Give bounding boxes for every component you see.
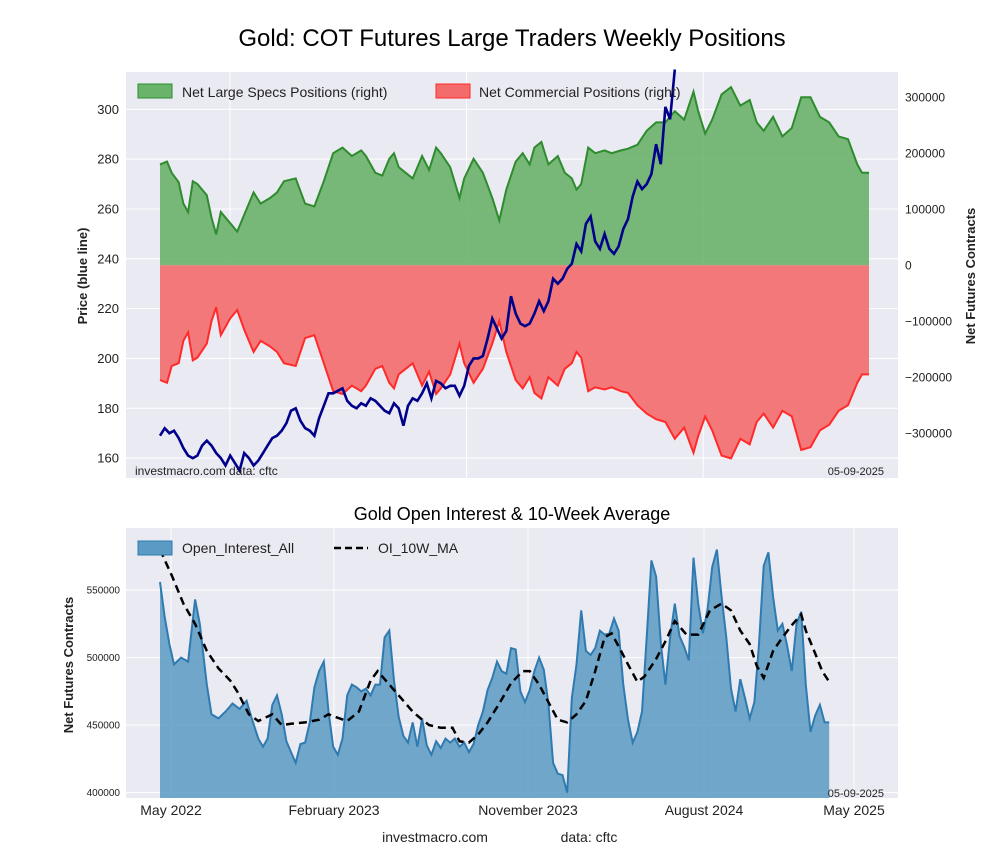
legend-swatch-open-interest [137,540,173,556]
price-tick-label: 240 [97,251,119,266]
date-tick-label: May 2022 [140,802,202,818]
price-tick-label: 180 [97,401,119,416]
legend-label-ma: OI_10W_MA [378,540,459,556]
open-interest-tick-label: 450000 [87,721,121,732]
figure-title: Gold: COT Futures Large Traders Weekly P… [238,25,785,52]
legend-swatch-commercial [435,83,471,99]
price-panel-date-note: 05-09-2025 [828,466,884,478]
open-interest-x-ticks: May 2022 February 2023 November 2023 August… [140,802,885,818]
open-interest-line-series [159,549,830,793]
commercial-line-series [159,306,869,460]
footer-site: investmacro.com [382,829,488,845]
price-tick-label: 220 [97,301,119,316]
open-interest-date-note: 05-09-2025 [828,788,884,800]
specs-area-series [160,87,869,266]
net-contracts-tick-label: 100000 [905,203,945,217]
price-panel-source-note: investmacro.com data: cftc [135,464,278,478]
net-contracts-tick-label: 200000 [905,147,945,161]
net-contracts-tick-label: −100000 [905,315,952,329]
date-tick-label: November 2023 [478,802,578,818]
price-tick-label: 160 [97,451,119,466]
price-axis-label: Price (blue line) [75,228,90,325]
net-contracts-tick-label: 300000 [905,91,945,105]
legend-swatch-specs [137,83,173,99]
date-tick-label: February 2023 [288,802,379,818]
date-tick-label: May 2025 [823,802,885,818]
net-contracts-tick-label: −200000 [905,371,952,385]
specs-line-series [159,85,869,235]
legend-label-commercial: Net Commercial Positions (right) [479,84,681,100]
open-interest-y-ticks: 400000 450000 500000 550000 [87,586,121,800]
price-tick-label: 260 [97,201,119,216]
price-tick-label: 280 [97,152,119,167]
legend-label-specs: Net Large Specs Positions (right) [182,84,387,100]
open-interest-tick-label: 400000 [87,788,121,799]
net-contracts-axis-label: Net Futures Contracts [963,208,978,345]
net-contracts-tick-label: 0 [905,259,912,273]
price-tick-label: 200 [97,351,119,366]
open-interest-area-series [160,549,830,798]
net-contracts-axis-ticks: −300000 −200000 −100000 0 100000 200000 300000 [905,91,952,441]
open-interest-tick-label: 550000 [87,586,121,597]
open-interest-tick-label: 500000 [87,653,121,664]
commercial-area-series [160,265,869,459]
net-contracts-tick-label: −300000 [905,427,952,441]
price-legend: Net Large Specs Positions (right) Net Co… [137,83,681,100]
open-interest-title: Gold Open Interest & 10-Week Average [354,504,671,524]
price-line-series [158,69,677,474]
legend-label-open-interest: Open_Interest_All [182,540,294,556]
footer-data: data: cftc [561,829,618,845]
date-tick-label: August 2024 [665,802,744,818]
open-interest-axis-label: Net Futures Contracts [61,597,76,734]
price-tick-label: 300 [97,102,119,117]
price-axis-ticks: 160 180 200 220 240 260 280 300 [97,102,119,466]
open-interest-legend: Open_Interest_All OI_10W_MA [137,540,459,556]
